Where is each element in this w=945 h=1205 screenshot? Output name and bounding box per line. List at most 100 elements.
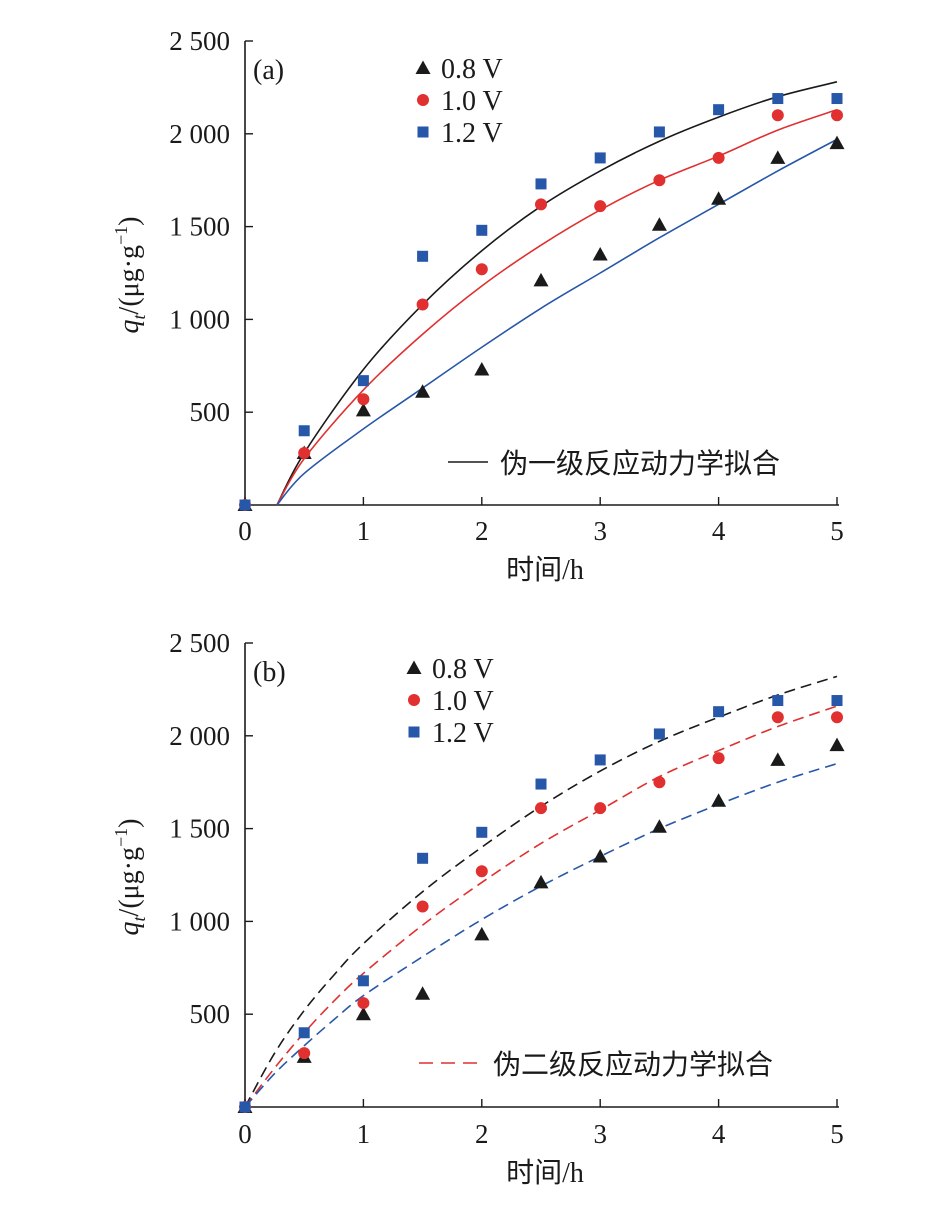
legend-marker — [417, 126, 429, 138]
fit-legend-label: 伪一级反应动力学拟合 — [500, 448, 780, 480]
data-point — [711, 793, 727, 807]
y-tick-label: 1 000 — [169, 304, 230, 334]
data-point — [712, 752, 725, 765]
data-point — [535, 802, 547, 815]
data-point — [653, 728, 665, 740]
data-point — [415, 384, 431, 398]
x-tick-label: 5 — [830, 516, 844, 546]
legend-label: 1.2 V — [432, 718, 494, 749]
data-point — [298, 447, 311, 460]
data-point — [770, 150, 786, 164]
data-point — [829, 135, 845, 150]
x-tick-label: 2 — [475, 1119, 489, 1149]
data-point — [476, 826, 488, 838]
x-axis-label-a: 时间/h — [506, 554, 584, 586]
data-point — [476, 224, 488, 236]
data-point — [355, 1006, 371, 1021]
data-point — [357, 393, 370, 406]
x-tick-label: 4 — [712, 516, 726, 546]
data-point — [831, 93, 843, 105]
data-point — [415, 986, 431, 1000]
data-point — [651, 217, 667, 231]
data-point — [713, 104, 725, 116]
data-point — [357, 975, 369, 987]
panel-label-a: (a) — [253, 55, 284, 86]
data-point — [416, 900, 429, 913]
data-point — [535, 178, 547, 190]
fit-curve-line — [244, 675, 838, 1108]
y-tick-label: 2 000 — [169, 119, 230, 149]
x-axis-label-b: 时间/h — [506, 1157, 584, 1189]
x-tick-label: 0 — [238, 516, 252, 546]
fit-curve-line — [276, 138, 838, 506]
y-tick-label: 1 000 — [169, 906, 230, 936]
fit-curve-line — [244, 705, 838, 1108]
x-tick-label: 4 — [712, 1119, 726, 1149]
data-point — [653, 126, 665, 138]
y-tick-label: 1 500 — [169, 212, 230, 242]
fit-curve-line — [276, 108, 838, 506]
y-tick-label: 1 500 — [169, 814, 230, 844]
data-point — [474, 926, 490, 941]
data-point — [771, 711, 784, 724]
data-point — [831, 695, 843, 707]
data-point — [651, 819, 667, 833]
data-point — [533, 272, 549, 287]
data-point — [239, 499, 251, 511]
data-point — [592, 246, 608, 261]
data-point — [298, 425, 310, 437]
data-point — [417, 250, 429, 262]
data-point — [653, 776, 666, 789]
x-tick-label: 0 — [238, 1119, 252, 1149]
data-point — [831, 711, 843, 724]
data-point — [594, 152, 606, 164]
x-tick-label: 2 — [475, 516, 489, 546]
y-tick-label: 2 500 — [169, 628, 230, 658]
data-point — [772, 93, 784, 105]
x-tick-label: 3 — [593, 1119, 607, 1149]
y-tick-label: 500 — [190, 397, 231, 427]
legend-marker — [408, 694, 420, 706]
data-point — [772, 695, 784, 707]
data-point — [357, 375, 369, 387]
legend-label: 0.8 V — [432, 654, 494, 685]
y-axis-label-a: qt/(μg·g−1) — [111, 217, 149, 334]
legend-marker — [408, 726, 420, 738]
x-tick-label: 1 — [357, 516, 371, 546]
data-point — [355, 402, 371, 417]
legend-label: 1.0 V — [441, 86, 503, 117]
data-point — [298, 1027, 310, 1039]
legend-marker — [406, 660, 422, 674]
data-point — [771, 109, 784, 122]
data-point — [711, 191, 727, 205]
data-point — [535, 198, 547, 211]
panel-b-chart: (b) 时间/h qt/(μg·g−1) 0 1 2 3 4 5 500 1 000 1 500… — [111, 628, 845, 1189]
legend-marker — [415, 60, 431, 74]
legend-label: 1.0 V — [432, 686, 494, 717]
panel-label-b: (b) — [253, 657, 286, 688]
data-point — [535, 778, 547, 790]
data-point — [594, 200, 607, 213]
x-tick-label: 1 — [357, 1119, 371, 1149]
data-point — [770, 752, 786, 766]
data-point — [594, 754, 606, 766]
data-point — [533, 874, 549, 889]
data-point — [474, 362, 490, 376]
panel-a-chart: (a) 时间/h qt/(μg·g−1) 0 1 2 3 4 5 500 1 000 1 500… — [111, 26, 845, 586]
data-point — [592, 848, 608, 863]
data-point — [829, 737, 845, 752]
data-point — [417, 852, 429, 864]
data-point — [298, 1047, 311, 1060]
y-tick-label: 500 — [190, 999, 231, 1029]
data-point — [357, 997, 370, 1010]
y-axis-label-b: qt/(μg·g−1) — [111, 819, 149, 936]
x-tick-label: 5 — [830, 1119, 844, 1149]
data-point — [475, 263, 488, 276]
fit-curve-line — [276, 81, 838, 506]
data-point — [239, 1101, 251, 1113]
data-point — [594, 802, 607, 815]
fit-legend-label: 伪二级反应动力学拟合 — [493, 1049, 773, 1081]
data-point — [831, 109, 843, 122]
data-point — [475, 865, 488, 878]
y-tick-label: 2 500 — [169, 26, 230, 56]
